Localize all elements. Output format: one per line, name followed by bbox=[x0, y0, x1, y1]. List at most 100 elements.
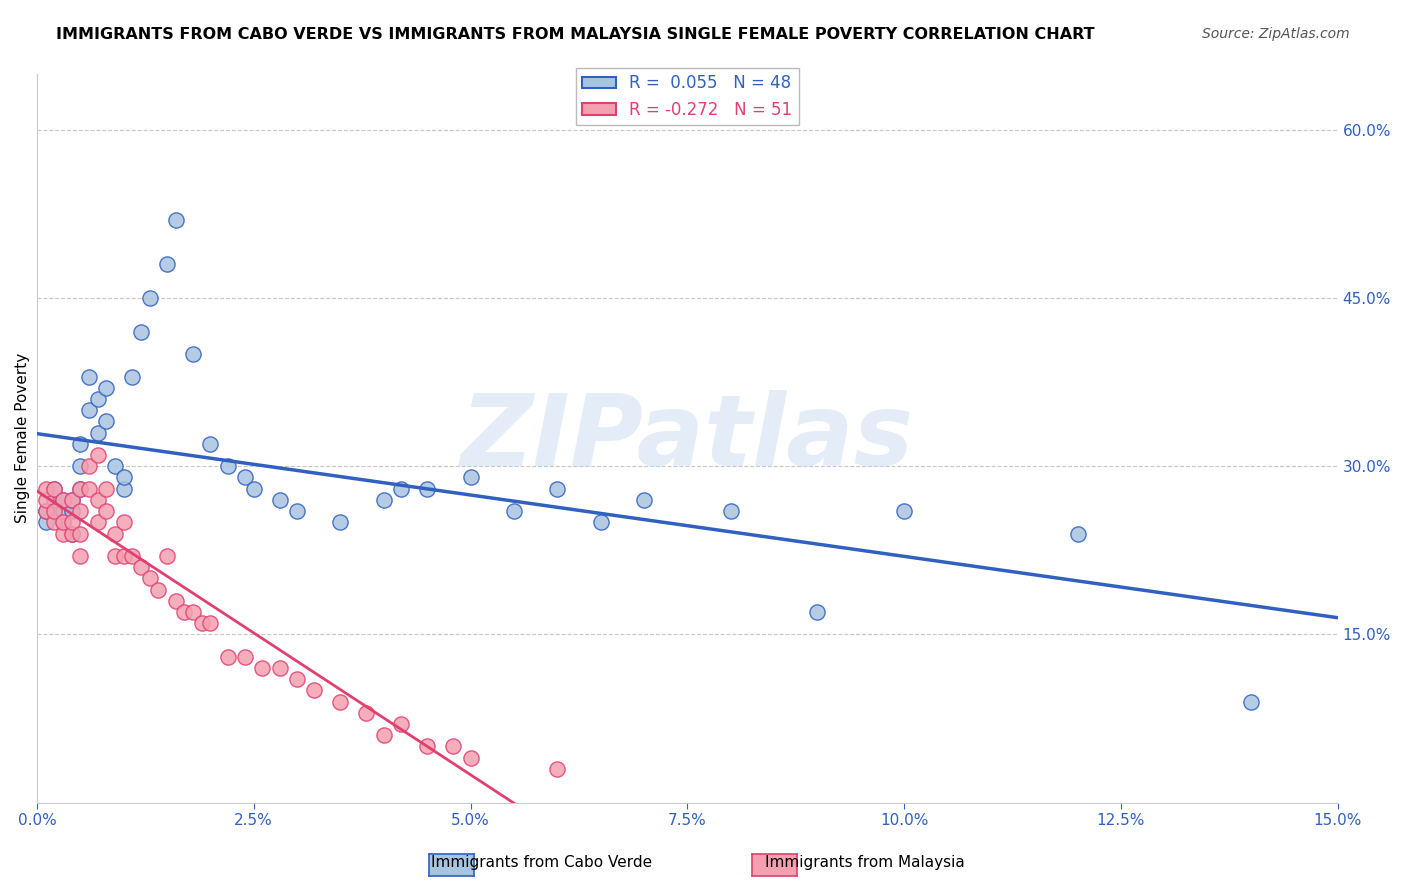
Point bbox=[77, 369, 100, 384]
Point bbox=[69, 526, 91, 541]
Point bbox=[69, 459, 91, 474]
Point bbox=[156, 258, 179, 272]
Point bbox=[77, 482, 100, 496]
Point bbox=[52, 492, 75, 507]
Point bbox=[200, 616, 222, 631]
Point bbox=[112, 470, 135, 484]
Point bbox=[104, 526, 127, 541]
Point bbox=[138, 571, 160, 585]
Point bbox=[86, 516, 108, 530]
Point bbox=[148, 582, 170, 597]
Point bbox=[44, 482, 66, 496]
Point bbox=[96, 482, 118, 496]
Point bbox=[52, 504, 75, 518]
Point bbox=[44, 516, 66, 530]
Point bbox=[165, 593, 187, 607]
Point bbox=[129, 325, 152, 339]
Point bbox=[44, 492, 66, 507]
Point bbox=[173, 605, 195, 619]
Point bbox=[269, 661, 291, 675]
Point bbox=[112, 549, 135, 563]
Point bbox=[96, 504, 118, 518]
Point bbox=[304, 683, 326, 698]
Point bbox=[34, 504, 56, 518]
Point bbox=[269, 492, 291, 507]
Point bbox=[416, 739, 439, 754]
Point bbox=[121, 369, 143, 384]
Point bbox=[156, 549, 179, 563]
Point bbox=[285, 672, 308, 686]
Point bbox=[233, 470, 256, 484]
Point bbox=[44, 482, 66, 496]
Point bbox=[60, 492, 83, 507]
Point bbox=[60, 504, 83, 518]
Point bbox=[69, 482, 91, 496]
Point bbox=[217, 459, 239, 474]
Point bbox=[502, 504, 524, 518]
Point bbox=[60, 526, 83, 541]
Point bbox=[77, 459, 100, 474]
Point bbox=[242, 482, 264, 496]
Point bbox=[44, 504, 66, 518]
Point bbox=[112, 482, 135, 496]
Point bbox=[77, 403, 100, 417]
Point bbox=[1240, 695, 1263, 709]
Point bbox=[190, 616, 212, 631]
Point bbox=[181, 605, 204, 619]
Point bbox=[104, 549, 127, 563]
Point bbox=[52, 526, 75, 541]
Point bbox=[233, 649, 256, 664]
Text: Source: ZipAtlas.com: Source: ZipAtlas.com bbox=[1202, 27, 1350, 41]
Point bbox=[389, 482, 412, 496]
Point bbox=[121, 549, 143, 563]
Point bbox=[52, 492, 75, 507]
Text: Immigrants from Cabo Verde: Immigrants from Cabo Verde bbox=[430, 855, 652, 870]
Point bbox=[460, 470, 482, 484]
Point bbox=[329, 695, 352, 709]
Text: IMMIGRANTS FROM CABO VERDE VS IMMIGRANTS FROM MALAYSIA SINGLE FEMALE POVERTY COR: IMMIGRANTS FROM CABO VERDE VS IMMIGRANTS… bbox=[56, 27, 1095, 42]
Point bbox=[60, 526, 83, 541]
Point bbox=[546, 762, 568, 776]
Point bbox=[441, 739, 464, 754]
Point bbox=[86, 425, 108, 440]
Point bbox=[69, 504, 91, 518]
Point bbox=[720, 504, 742, 518]
Point bbox=[373, 492, 395, 507]
Point bbox=[86, 448, 108, 462]
Point bbox=[356, 706, 378, 720]
Point bbox=[389, 717, 412, 731]
Point bbox=[589, 516, 612, 530]
Point bbox=[129, 560, 152, 574]
Point bbox=[86, 492, 108, 507]
Point bbox=[893, 504, 915, 518]
Point bbox=[60, 516, 83, 530]
Point bbox=[329, 516, 352, 530]
Point bbox=[34, 516, 56, 530]
Point bbox=[52, 516, 75, 530]
Point bbox=[373, 728, 395, 742]
Point bbox=[52, 516, 75, 530]
Legend: R =  0.055   N = 48, R = -0.272   N = 51: R = 0.055 N = 48, R = -0.272 N = 51 bbox=[575, 68, 799, 126]
Point bbox=[285, 504, 308, 518]
Point bbox=[217, 649, 239, 664]
Point bbox=[181, 347, 204, 361]
Point bbox=[112, 516, 135, 530]
Point bbox=[60, 492, 83, 507]
Point bbox=[200, 437, 222, 451]
Point bbox=[460, 750, 482, 764]
Point bbox=[806, 605, 828, 619]
Point bbox=[96, 381, 118, 395]
Point bbox=[34, 504, 56, 518]
Text: ZIPatlas: ZIPatlas bbox=[461, 390, 914, 487]
Point bbox=[96, 414, 118, 428]
Point bbox=[416, 482, 439, 496]
Point bbox=[69, 482, 91, 496]
Text: Immigrants from Malaysia: Immigrants from Malaysia bbox=[765, 855, 965, 870]
Point bbox=[34, 482, 56, 496]
Point bbox=[69, 549, 91, 563]
Point bbox=[165, 212, 187, 227]
Point bbox=[86, 392, 108, 406]
Point bbox=[69, 437, 91, 451]
Point bbox=[633, 492, 655, 507]
Point bbox=[1066, 526, 1088, 541]
